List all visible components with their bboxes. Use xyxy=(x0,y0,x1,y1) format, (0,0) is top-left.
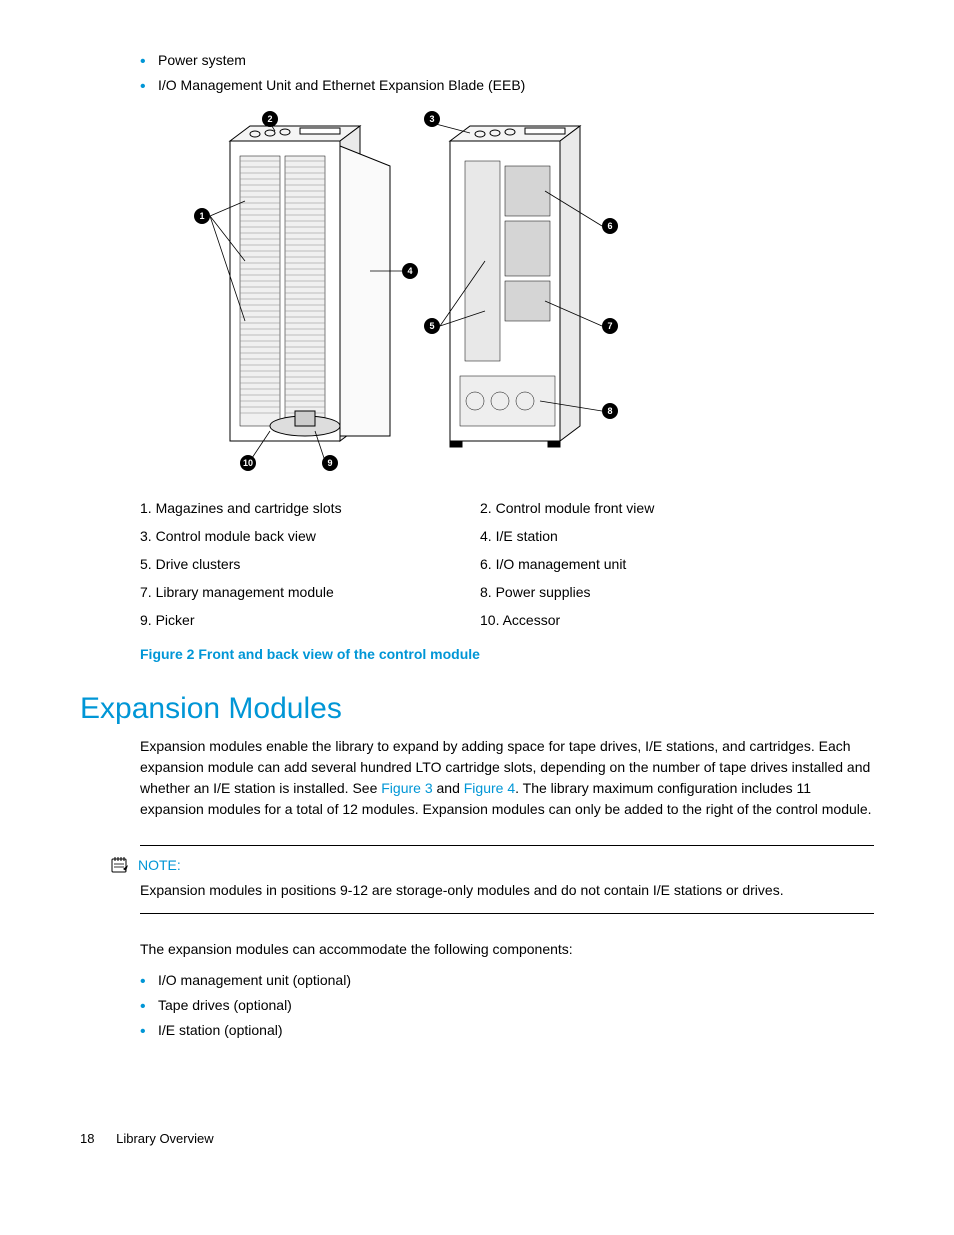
body-paragraph: The expansion modules can accommodate th… xyxy=(140,939,874,960)
figure-caption: Figure 2 Front and back view of the cont… xyxy=(140,646,874,662)
legend-cell: 4. I/E station xyxy=(480,522,820,550)
svg-text:3: 3 xyxy=(429,114,434,124)
list-item: I/E station (optional) xyxy=(140,1020,874,1041)
svg-text:8: 8 xyxy=(607,406,612,416)
legend-cell: 5. Drive clusters xyxy=(140,550,480,578)
top-bullet-list: Power system I/O Management Unit and Eth… xyxy=(140,50,874,96)
body-paragraph: Expansion modules enable the library to … xyxy=(140,736,874,820)
section-heading-expansion-modules: Expansion Modules xyxy=(80,692,874,726)
svg-text:5: 5 xyxy=(429,321,434,331)
legend-cell: 3. Control module back view xyxy=(140,522,480,550)
svg-text:2: 2 xyxy=(267,114,272,124)
list-item: I/O management unit (optional) xyxy=(140,970,874,991)
list-item: I/O Management Unit and Ethernet Expansi… xyxy=(140,75,874,96)
list-item: Power system xyxy=(140,50,874,71)
link-figure-4[interactable]: Figure 4 xyxy=(464,780,515,796)
svg-text:10: 10 xyxy=(243,458,253,468)
legend-cell: 8. Power supplies xyxy=(480,578,820,606)
figure-legend-table: 1. Magazines and cartridge slots 2. Cont… xyxy=(140,494,820,634)
link-figure-3[interactable]: Figure 3 xyxy=(381,780,432,796)
note-block: NOTE: Expansion modules in positions 9-1… xyxy=(140,845,874,914)
control-module-diagram: 1 2 3 4 5 6 7 8 9 10 xyxy=(140,111,640,471)
svg-text:7: 7 xyxy=(607,321,612,331)
legend-cell: 1. Magazines and cartridge slots xyxy=(140,494,480,522)
svg-text:6: 6 xyxy=(607,221,612,231)
legend-cell: 9. Picker xyxy=(140,606,480,634)
svg-text:4: 4 xyxy=(407,266,412,276)
legend-cell: 6. I/O management unit xyxy=(480,550,820,578)
legend-cell: 10. Accessor xyxy=(480,606,820,634)
svg-text:1: 1 xyxy=(199,211,204,221)
note-label: NOTE: xyxy=(138,857,181,873)
legend-cell: 2. Control module front view xyxy=(480,494,820,522)
list-item: Tape drives (optional) xyxy=(140,995,874,1016)
page-footer: 18 Library Overview xyxy=(80,1131,874,1146)
page-number: 18 xyxy=(80,1131,94,1146)
note-text: Expansion modules in positions 9-12 are … xyxy=(140,880,874,901)
components-bullet-list: I/O management unit (optional) Tape driv… xyxy=(140,970,874,1041)
page-content: Power system I/O Management Unit and Eth… xyxy=(0,0,954,1186)
note-icon xyxy=(110,856,130,874)
figure-diagram: 1 2 3 4 5 6 7 8 9 10 xyxy=(140,111,874,474)
footer-title: Library Overview xyxy=(116,1131,214,1146)
legend-cell: 7. Library management module xyxy=(140,578,480,606)
svg-text:9: 9 xyxy=(327,458,332,468)
